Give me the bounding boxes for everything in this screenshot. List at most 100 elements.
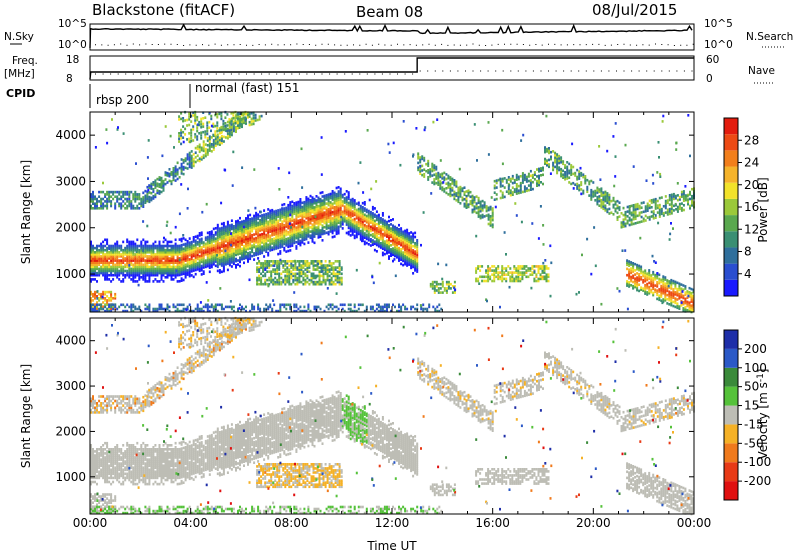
power-cell xyxy=(124,193,127,196)
power-cell xyxy=(182,264,185,267)
power-cell xyxy=(674,197,677,200)
power-cell xyxy=(684,198,687,202)
power-cell xyxy=(566,165,569,169)
power-cell xyxy=(92,257,94,260)
nave-line xyxy=(95,70,693,75)
power-cell xyxy=(188,151,191,155)
power-cell xyxy=(682,192,685,196)
power-cell xyxy=(235,236,237,240)
power-cell xyxy=(190,150,193,153)
power-cell xyxy=(174,248,177,252)
power-cell xyxy=(383,303,386,307)
power-cell xyxy=(329,192,332,196)
power-cell xyxy=(602,193,605,197)
power-cell xyxy=(106,251,109,254)
power-cell xyxy=(239,229,241,232)
power-cell xyxy=(220,264,223,267)
power-cell xyxy=(158,269,161,273)
power-cell xyxy=(128,193,131,196)
power-cell xyxy=(562,162,565,166)
power-cell xyxy=(176,177,179,181)
power-cell xyxy=(232,231,235,234)
power-cell xyxy=(166,265,169,269)
power-cell xyxy=(146,246,149,250)
power-cell xyxy=(114,303,117,307)
power-cell xyxy=(172,273,175,277)
power-cell xyxy=(202,147,205,150)
power-cell xyxy=(96,202,98,205)
power-cell xyxy=(102,257,105,260)
power-cell xyxy=(616,216,619,219)
power-cell xyxy=(134,276,137,279)
power-cell xyxy=(106,295,109,298)
power-cell xyxy=(160,255,163,258)
power-cell xyxy=(457,198,460,201)
power-cell xyxy=(150,255,153,258)
power-cell xyxy=(176,248,179,252)
power-cell xyxy=(247,218,249,222)
power-cell xyxy=(670,202,673,206)
power-cell xyxy=(499,182,502,186)
power-cell xyxy=(200,254,203,257)
power-cell xyxy=(216,259,219,262)
power-cell xyxy=(373,248,376,252)
power-cell xyxy=(357,207,360,211)
power-cell xyxy=(172,261,175,264)
power-cell xyxy=(445,191,448,195)
power-cell xyxy=(240,117,243,121)
power-cell xyxy=(381,305,384,309)
power-cell xyxy=(521,179,524,182)
power-cell xyxy=(110,280,113,283)
power-cell xyxy=(517,177,520,181)
power-cell xyxy=(381,232,384,236)
power-cell xyxy=(606,201,609,204)
power-cell xyxy=(180,134,183,137)
power-cell xyxy=(108,244,111,248)
power-cell xyxy=(126,190,129,194)
power-cell xyxy=(178,303,181,307)
power-cell xyxy=(140,255,143,258)
power-cell xyxy=(644,210,647,213)
power-cell xyxy=(471,199,474,202)
power-cell xyxy=(620,223,623,227)
power-cell xyxy=(463,205,466,208)
power-cell xyxy=(204,248,207,252)
power-cell xyxy=(429,175,432,178)
power-cell xyxy=(562,160,565,163)
power-cell xyxy=(118,190,121,194)
power-cell xyxy=(130,190,133,194)
power-cell xyxy=(192,164,195,168)
power-cell xyxy=(323,230,326,233)
power-cell xyxy=(136,238,139,242)
power-cell xyxy=(285,303,288,307)
power-cell xyxy=(345,190,348,193)
power-cell xyxy=(632,213,635,216)
power-cell xyxy=(598,197,601,201)
power-cell xyxy=(638,204,641,208)
power-cell xyxy=(202,117,205,120)
power-cell xyxy=(194,268,197,272)
power-cell xyxy=(108,303,111,307)
power-cell xyxy=(190,154,193,158)
power-cell xyxy=(164,178,167,181)
power-cell xyxy=(465,206,468,209)
power-cell xyxy=(648,204,651,207)
power-cell xyxy=(212,233,215,237)
power-cell xyxy=(445,177,448,181)
power-cell xyxy=(114,265,117,269)
power-cell xyxy=(218,112,221,116)
power-cell xyxy=(176,244,179,248)
power-cell xyxy=(235,224,237,227)
power-cell xyxy=(100,261,103,264)
power-cell xyxy=(168,172,171,176)
power-cell xyxy=(198,143,201,147)
power-cell xyxy=(98,267,101,271)
power-cell xyxy=(228,238,231,242)
power-cell xyxy=(334,260,337,263)
power-cell xyxy=(100,207,103,210)
power-cell xyxy=(485,275,488,279)
power-cell xyxy=(328,274,331,278)
power-cell xyxy=(128,271,131,275)
power-cell xyxy=(249,240,252,244)
power-cell xyxy=(172,303,175,307)
